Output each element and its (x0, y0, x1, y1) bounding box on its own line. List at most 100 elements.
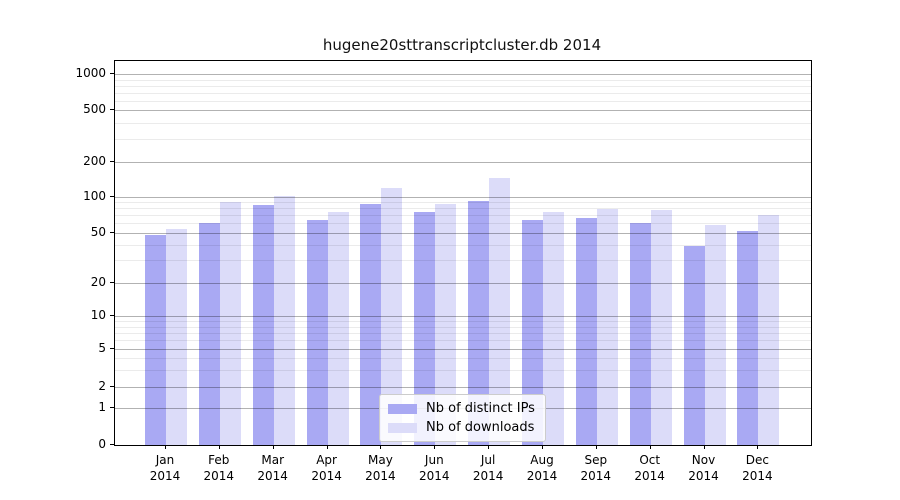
bar-distinct_ips-nov (683, 246, 705, 445)
y-axis-tick-mark (110, 406, 114, 408)
minor-gridline (115, 333, 811, 334)
y-axis-tick-label: 1000 (75, 66, 106, 80)
major-gridline (115, 349, 811, 350)
x-axis-tick-label: Jan 2014 (149, 453, 181, 483)
minor-gridline (115, 260, 811, 262)
x-axis-tick-mark (703, 445, 705, 449)
x-axis-tick-label: Apr 2014 (311, 453, 342, 483)
legend-label-downloads: Nb of downloads (426, 420, 535, 435)
x-axis-tick-label: May 2014 (365, 453, 396, 483)
y-axis-tick-mark (110, 281, 114, 283)
y-axis-tick-label: 2 (98, 379, 106, 393)
legend-label-distinct-ips: Nb of distinct IPs (426, 401, 535, 416)
x-axis-tick-label: Jul 2014 (472, 453, 504, 483)
major-gridline (115, 232, 811, 234)
minor-gridline (115, 215, 811, 217)
x-axis-tick-label: Dec 2014 (742, 453, 773, 483)
x-axis-tick-mark (434, 445, 436, 449)
y-axis-tick-label: 20 (90, 274, 106, 289)
y-axis-tick-mark (110, 386, 114, 387)
legend-item-downloads: Nb of downloads (388, 420, 535, 435)
chart-title: hugene20sttranscriptcluster.db 2014 (322, 36, 602, 54)
bar-distinct_ips-jan (145, 234, 166, 445)
bar-distinct_ips-apr (306, 219, 328, 445)
x-axis-tick-label: Nov 2014 (688, 453, 719, 483)
y-axis-tick-mark (110, 196, 114, 197)
y-axis-tick-mark (110, 444, 114, 445)
x-axis-tick-mark (649, 445, 651, 449)
y-axis-tick-mark (110, 315, 114, 316)
minor-gridline (115, 223, 811, 225)
x-axis-tick-label: Oct 2014 (634, 453, 665, 483)
bar-distinct_ips-jul (468, 201, 490, 445)
bar-distinct_ips-dec (737, 230, 759, 445)
bar-distinct_ips-mar (252, 205, 274, 445)
minor-gridline (115, 340, 811, 342)
minor-gridline (115, 100, 811, 102)
x-axis-tick-mark (272, 445, 274, 449)
bar-downloads-nov (704, 224, 726, 445)
major-gridline (115, 74, 811, 75)
minor-gridline (115, 85, 811, 87)
x-axis-tick-mark (757, 445, 759, 449)
minor-gridline (115, 92, 811, 94)
major-gridline (115, 282, 811, 284)
bar-downloads-mar (273, 195, 295, 445)
bar-downloads-dec (758, 215, 780, 445)
x-axis-tick-label: Aug 2014 (526, 453, 558, 483)
bar-distinct_ips-jun (414, 211, 436, 445)
bar-distinct_ips-sep (575, 218, 597, 445)
minor-gridline (115, 321, 811, 322)
y-axis-tick-label: 5 (98, 341, 106, 355)
x-axis-tick-mark (488, 445, 490, 449)
x-axis-tick-label: Jun 2014 (419, 453, 450, 483)
minor-gridline (115, 122, 811, 124)
y-axis-tick-mark (110, 348, 114, 349)
bar-distinct_ips-aug (521, 219, 543, 445)
major-gridline (115, 197, 811, 198)
x-axis-tick-mark (218, 445, 220, 449)
y-axis-tick-label: 100 (83, 189, 106, 203)
x-axis-tick-mark (165, 445, 166, 449)
y-axis-tick-label: 10 (90, 308, 106, 322)
y-axis-tick-label: 50 (90, 224, 106, 239)
x-axis-tick-label: Mar 2014 (257, 453, 288, 483)
major-gridline (115, 161, 811, 163)
minor-gridline (115, 79, 811, 81)
bar-downloads-sep (596, 209, 618, 445)
bar-distinct_ips-may (360, 203, 382, 445)
x-axis-tick-mark (326, 445, 328, 449)
x-axis-tick-label: Sep 2014 (580, 453, 612, 483)
bar-downloads-oct (650, 210, 672, 445)
x-axis-tick-mark (595, 445, 597, 449)
bar-downloads-jul (489, 178, 511, 445)
legend-swatch-downloads (388, 422, 417, 433)
minor-gridline (115, 244, 811, 246)
x-axis-tick-label: Feb 2014 (203, 453, 235, 483)
y-axis-tick-label: 0 (98, 437, 106, 451)
y-axis-tick-mark (110, 73, 114, 74)
minor-gridline (115, 202, 811, 204)
minor-gridline (115, 370, 811, 372)
legend-item-distinct-ips: Nb of distinct IPs (388, 401, 535, 416)
bar-downloads-jun (435, 203, 457, 445)
y-axis-tick-label: 1 (98, 399, 106, 414)
y-axis-tick-mark (110, 109, 114, 110)
y-axis-tick-mark (110, 160, 114, 162)
minor-gridline (115, 138, 811, 140)
legend: Nb of distinct IPs Nb of downloads (379, 394, 546, 442)
major-gridline (115, 110, 811, 111)
bar-downloads-aug (542, 212, 564, 445)
plot-area: Nb of distinct IPs Nb of downloads (114, 60, 812, 446)
bar-downloads-may (381, 188, 403, 445)
bar-downloads-jan (166, 228, 187, 445)
minor-gridline (115, 208, 811, 210)
minor-gridline (115, 358, 811, 360)
bar-downloads-feb (219, 202, 241, 445)
major-gridline (115, 387, 811, 388)
minor-gridline (115, 326, 811, 328)
bar-distinct_ips-feb (198, 223, 220, 445)
x-axis-tick-mark (542, 445, 543, 449)
legend-swatch-distinct-ips (388, 403, 417, 414)
